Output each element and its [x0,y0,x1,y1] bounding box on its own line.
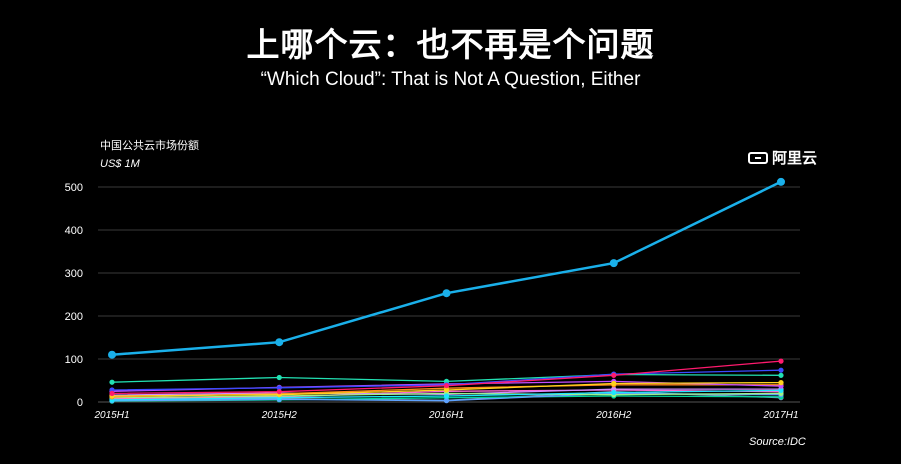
y-tick-label: 100 [65,354,83,366]
y-tick-label: 500 [65,182,83,194]
y-tick-label: 200 [65,311,83,323]
page-title-en: “Which Cloud”: That is Not A Question, E… [260,69,641,90]
data-point [109,379,115,385]
x-tick-label: 2015H2 [261,410,297,421]
y-tick-label: 0 [77,397,83,409]
data-point [276,389,282,395]
data-point [276,374,282,381]
data-point [276,385,282,391]
data-point [275,338,284,347]
page-title-cn: 上哪个云：也不再是个问题 [246,25,655,64]
alibaba-cloud-icon [748,151,768,164]
data-point [443,398,450,404]
data-point [777,177,785,186]
data-point [778,387,784,393]
data-point [442,289,451,298]
data-point [443,387,450,393]
alibaba-cloud-logo: 阿里云 [748,147,817,168]
y-tick-label: 300 [65,268,83,280]
data-point [109,390,115,396]
y-tick-label: 400 [65,225,83,237]
x-tick-label: 2016H2 [595,410,631,421]
data-point [611,372,617,378]
data-point [611,389,617,396]
x-tick-label: 2016H1 [428,410,464,421]
chart-title: 中国公共云市场份额 [100,140,199,152]
data-point [778,380,784,386]
logo-text: 阿里云 [772,149,818,167]
series-line [111,180,782,356]
data-point [778,372,784,378]
data-point [778,358,784,364]
data-point [108,350,116,359]
x-tick-label: 2017H1 [762,410,798,421]
data-point [609,259,618,268]
chart-subtitle: US$ 1M [100,158,140,170]
data-point [443,393,450,399]
x-tick-label: 2015H1 [93,410,129,421]
source-note: Source:IDC [749,436,806,448]
data-point [443,383,450,389]
data-point [611,380,617,387]
data-point [778,367,784,373]
